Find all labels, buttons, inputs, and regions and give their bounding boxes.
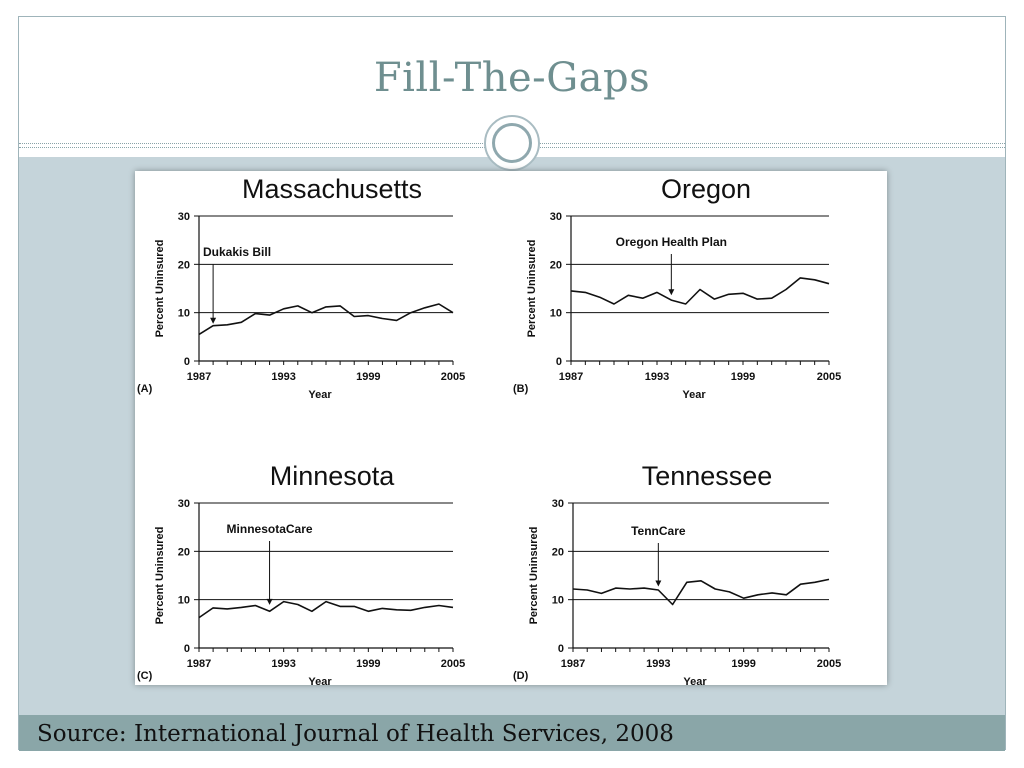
x-axis-label: Year (308, 389, 332, 401)
source-footer: Source: International Journal of Health … (19, 715, 1005, 751)
x-axis-label: Year (308, 676, 332, 685)
chart-oregon-svg: Oregon 0 10 20 30 1987 1993 1999 2005 Year Percent… (513, 174, 841, 401)
series-line (198, 600, 454, 619)
chart-minnesota: Minnesota 0 10 20 30 1987 1993 1999 2005 Year Perc… (135, 428, 511, 685)
series-line (198, 303, 454, 336)
x-tick-label: 2005 (441, 658, 465, 670)
annotation-arrow-head (266, 598, 273, 605)
chart-tennessee: Tennessee 0 10 20 30 1987 1993 1999 2005 Year Perc… (511, 428, 887, 685)
y-tick-label: 20 (178, 546, 190, 558)
x-axis-label: Year (683, 676, 707, 685)
circle-ornament-inner (492, 123, 532, 163)
y-tick-label: 10 (178, 595, 190, 607)
y-tick-label: 0 (184, 356, 190, 368)
annotation-label: Dukakis Bill (203, 245, 271, 259)
y-tick-label: 0 (556, 356, 562, 368)
annotation-label: MinnesotaCare (227, 522, 313, 536)
y-axis-label: Percent Uninsured (154, 527, 166, 625)
y-tick-label: 0 (558, 643, 564, 655)
series-line (572, 578, 830, 606)
annotation-arrow-head (655, 580, 662, 587)
y-tick-label: 30 (550, 211, 562, 223)
x-tick-label: 1993 (271, 371, 295, 383)
chart-title: Tennessee (642, 461, 773, 491)
panel-label: (C) (137, 670, 153, 682)
chart-title: Oregon (661, 174, 751, 204)
series-line (570, 277, 830, 305)
chart-tennessee-svg: Tennessee 0 10 20 30 1987 1993 1999 2005 Year Perc… (513, 461, 841, 685)
x-tick-label: 1999 (356, 371, 380, 383)
annotation-arrow-head (668, 289, 675, 296)
x-tick-label: 1993 (646, 658, 670, 670)
x-axis-label: Year (682, 389, 706, 401)
chart-oregon: Oregon 0 10 20 30 1987 1993 1999 2005 Year Percent… (511, 171, 887, 428)
slide-frame: Fill-The-Gaps Massachusetts 0 10 20 30 1987 19… (18, 16, 1006, 751)
x-tick-label: 1993 (645, 371, 669, 383)
circle-ornament-icon (484, 115, 540, 171)
chart-massachusetts-svg: Massachusetts 0 10 20 30 1987 1993 1999 2005 Year… (137, 174, 465, 401)
y-tick-label: 20 (550, 259, 562, 271)
annotation-arrow-head (210, 317, 217, 324)
y-axis-label: Percent Uninsured (526, 240, 538, 338)
y-tick-label: 10 (550, 308, 562, 320)
y-tick-label: 30 (178, 498, 190, 510)
slide-title: Fill-The-Gaps (373, 55, 651, 101)
x-tick-label: 1999 (731, 371, 755, 383)
x-tick-label: 1993 (271, 658, 295, 670)
y-axis-label: Percent Uninsured (528, 527, 540, 625)
y-axis-label: Percent Uninsured (154, 240, 166, 338)
x-tick-label: 2005 (817, 658, 841, 670)
x-tick-label: 1999 (356, 658, 380, 670)
x-tick-label: 1999 (731, 658, 755, 670)
panel-label: (A) (137, 383, 153, 395)
source-citation: Source: International Journal of Health … (37, 721, 674, 747)
figure-panel: Massachusetts 0 10 20 30 1987 1993 1999 2005 Year… (135, 171, 887, 685)
x-tick-label: 1987 (559, 371, 583, 383)
panel-label: (D) (513, 670, 529, 682)
y-tick-label: 10 (552, 595, 564, 607)
y-tick-label: 20 (178, 259, 190, 271)
panel-label: (B) (513, 383, 529, 395)
x-tick-label: 1987 (187, 658, 211, 670)
y-tick-label: 10 (178, 308, 190, 320)
x-tick-label: 1987 (561, 658, 585, 670)
x-tick-label: 2005 (441, 371, 465, 383)
annotation-label: TennCare (631, 524, 686, 538)
chart-massachusetts: Massachusetts 0 10 20 30 1987 1993 1999 2005 Year… (135, 171, 511, 428)
chart-title: Minnesota (270, 461, 396, 491)
y-tick-label: 20 (552, 546, 564, 558)
y-tick-label: 30 (178, 211, 190, 223)
annotation-label: Oregon Health Plan (616, 235, 727, 249)
y-tick-label: 30 (552, 498, 564, 510)
y-tick-label: 0 (184, 643, 190, 655)
x-tick-label: 2005 (817, 371, 841, 383)
chart-title: Massachusetts (242, 174, 422, 204)
x-tick-label: 1987 (187, 371, 211, 383)
chart-minnesota-svg: Minnesota 0 10 20 30 1987 1993 1999 2005 Year Perc… (137, 461, 465, 685)
